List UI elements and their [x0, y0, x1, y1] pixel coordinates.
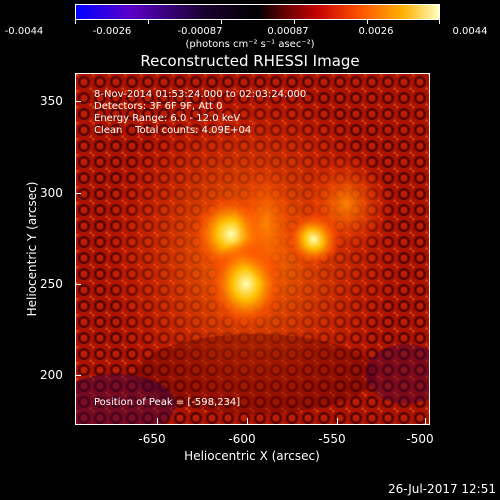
- image-title: Reconstructed RHESSI Image: [140, 52, 360, 70]
- x-tick-label: -600: [228, 432, 256, 446]
- colorbar-tick-label: -0.0044: [4, 26, 44, 37]
- colorbar-units: (photons cm⁻² s⁻¹ asec⁻²): [185, 39, 315, 50]
- x-tick-mark: [247, 418, 248, 424]
- colorbar-tick-label: 0.0044: [452, 26, 488, 37]
- peak-position: Position of Peak = [-598,234]: [94, 397, 241, 408]
- colorbar-tick-mark: [75, 20, 76, 24]
- x-tick-mark: [157, 418, 158, 424]
- x-tick-label: -500: [406, 432, 434, 446]
- colorbar-tick-mark: [294, 20, 295, 24]
- colorbar-tick-mark: [439, 20, 440, 24]
- x-tick-label: -650: [138, 432, 166, 446]
- colorbar-tick-label: -0.0026: [92, 26, 132, 37]
- rhessi-image: [75, 73, 430, 425]
- x-tick-label: -550: [318, 432, 346, 446]
- detectors: Detectors: 3F 6F 9F, Att 0: [94, 101, 223, 112]
- colorbar-tick-label: -0.00087: [177, 26, 223, 37]
- y-tick-label: 300: [40, 186, 63, 200]
- x-tick-mark: [425, 418, 426, 424]
- y-tick-mark: [75, 193, 81, 194]
- y-tick-label: 350: [40, 94, 63, 108]
- rhessi-image-canvas: [76, 74, 429, 424]
- colorbar-tick-mark: [221, 20, 222, 24]
- colorbar: [75, 4, 440, 20]
- colorbar-tick-mark: [148, 20, 149, 24]
- y-tick-label: 250: [40, 277, 63, 291]
- energy-range: Energy Range: 6.0 - 12.0 keV: [94, 113, 241, 124]
- colorbar-tick-label: 0.00087: [267, 26, 309, 37]
- x-axis-label: Heliocentric X (arcsec): [184, 449, 320, 463]
- y-tick-mark: [75, 375, 81, 376]
- y-tick-mark: [75, 284, 81, 285]
- colorbar-tick-mark: [367, 20, 368, 24]
- timestamp: 26-Jul-2017 12:51: [387, 482, 496, 496]
- y-axis-label: Heliocentric Y (arcsec): [25, 181, 39, 317]
- time-range: 8-Nov-2014 01:53:24.000 to 02:03:24.000: [94, 89, 307, 100]
- y-tick-label: 200: [40, 368, 63, 382]
- clean-total-counts: Clean Total counts: 4.09E+04: [94, 125, 252, 136]
- x-tick-mark: [337, 418, 338, 424]
- colorbar-tick-label: 0.0026: [358, 26, 394, 37]
- y-tick-mark: [75, 101, 81, 102]
